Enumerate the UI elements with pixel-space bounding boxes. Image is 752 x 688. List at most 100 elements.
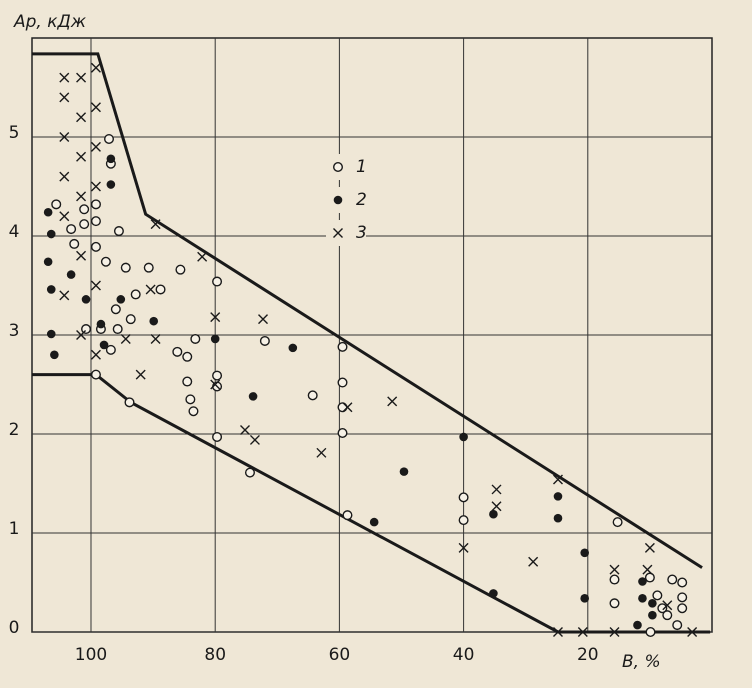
data-point: [43, 207, 53, 217]
data-point: [387, 396, 398, 407]
data-point: [369, 517, 379, 527]
data-point: [552, 627, 563, 637]
data-point: [90, 241, 101, 252]
data-point: [46, 329, 56, 339]
data-point: [662, 600, 673, 611]
data-point: [59, 290, 70, 301]
data-point: [182, 351, 193, 362]
legend-bg: [326, 220, 366, 246]
y-tick-label: 1: [9, 519, 20, 539]
data-point: [677, 577, 688, 588]
data-point: [175, 264, 186, 275]
data-point: [249, 434, 260, 445]
data-point: [609, 598, 620, 609]
data-point: [76, 151, 87, 162]
x-tick-label: 100: [75, 645, 107, 665]
data-point: [638, 594, 647, 603]
data-point: [43, 257, 53, 267]
data-point: [491, 484, 502, 495]
data-point: [677, 592, 688, 603]
data-point: [90, 62, 101, 73]
data-point: [459, 432, 468, 442]
data-point: [130, 289, 141, 300]
data-point: [342, 402, 353, 413]
boundary-line: [32, 52, 703, 569]
data-point: [489, 589, 498, 598]
data-point: [244, 467, 255, 478]
data-point: [110, 304, 121, 315]
data-point: [197, 251, 208, 262]
y-axis-title: Aр, кДж: [13, 12, 87, 32]
data-point: [458, 542, 469, 553]
x-tick-label: 80: [204, 645, 226, 665]
y-tick-label: 3: [9, 321, 20, 341]
data-point: [648, 610, 657, 620]
data-point: [642, 564, 653, 575]
data-point: [687, 627, 698, 637]
data-point: [644, 572, 655, 583]
data-point: [100, 256, 111, 267]
data-point: [69, 238, 80, 249]
data-point: [143, 262, 154, 273]
y-tick-label: 5: [9, 123, 20, 143]
legend-label: 1: [356, 157, 367, 177]
data-point: [248, 392, 258, 401]
data-point: [135, 369, 146, 380]
data-point: [90, 369, 101, 380]
data-point: [104, 133, 115, 144]
data-point: [90, 349, 101, 360]
data-point: [79, 219, 90, 230]
data-point: [90, 141, 101, 152]
data-point: [316, 447, 327, 458]
data-point: [155, 284, 166, 295]
data-point: [580, 548, 589, 558]
data-point: [210, 334, 220, 344]
data-point: [51, 199, 62, 210]
data-point: [337, 341, 348, 352]
data-point: [212, 276, 223, 287]
data-point: [50, 350, 59, 360]
legend-label: 2: [356, 190, 367, 210]
x-tick-label: 20: [577, 645, 599, 665]
data-point: [288, 343, 298, 353]
data-point: [609, 627, 620, 637]
data-point: [182, 376, 193, 387]
data-point: [66, 270, 76, 279]
x-tick-label: 40: [453, 645, 475, 665]
data-point: [491, 501, 502, 512]
data-point: [553, 492, 563, 501]
data-point: [46, 229, 56, 239]
data-point: [190, 333, 201, 344]
data-point: [145, 284, 156, 295]
data-point: [59, 171, 70, 182]
data-point: [337, 377, 348, 388]
data-point: [76, 191, 87, 202]
data-point: [81, 295, 91, 304]
legend-label: 3: [356, 223, 367, 243]
data-point: [458, 515, 469, 526]
data-point: [399, 467, 409, 476]
y-tick-label: 4: [9, 222, 20, 242]
data-point: [112, 324, 123, 335]
data-point: [96, 319, 106, 329]
legend-bg: [326, 154, 366, 180]
data-point: [645, 627, 656, 638]
data-point: [106, 154, 116, 164]
data-point: [638, 577, 647, 586]
data-point: [342, 510, 353, 521]
data-point: [120, 262, 131, 273]
data-point: [59, 132, 70, 142]
data-point: [337, 428, 348, 439]
data-point: [90, 199, 101, 210]
data-point: [90, 102, 101, 113]
data-point: [90, 216, 101, 227]
data-point: [212, 431, 223, 442]
data-point: [528, 556, 539, 567]
data-point: [612, 517, 623, 528]
data-point: [124, 397, 135, 408]
legend-marker: [333, 195, 343, 205]
data-point: [672, 620, 683, 631]
data-point: [652, 590, 663, 601]
